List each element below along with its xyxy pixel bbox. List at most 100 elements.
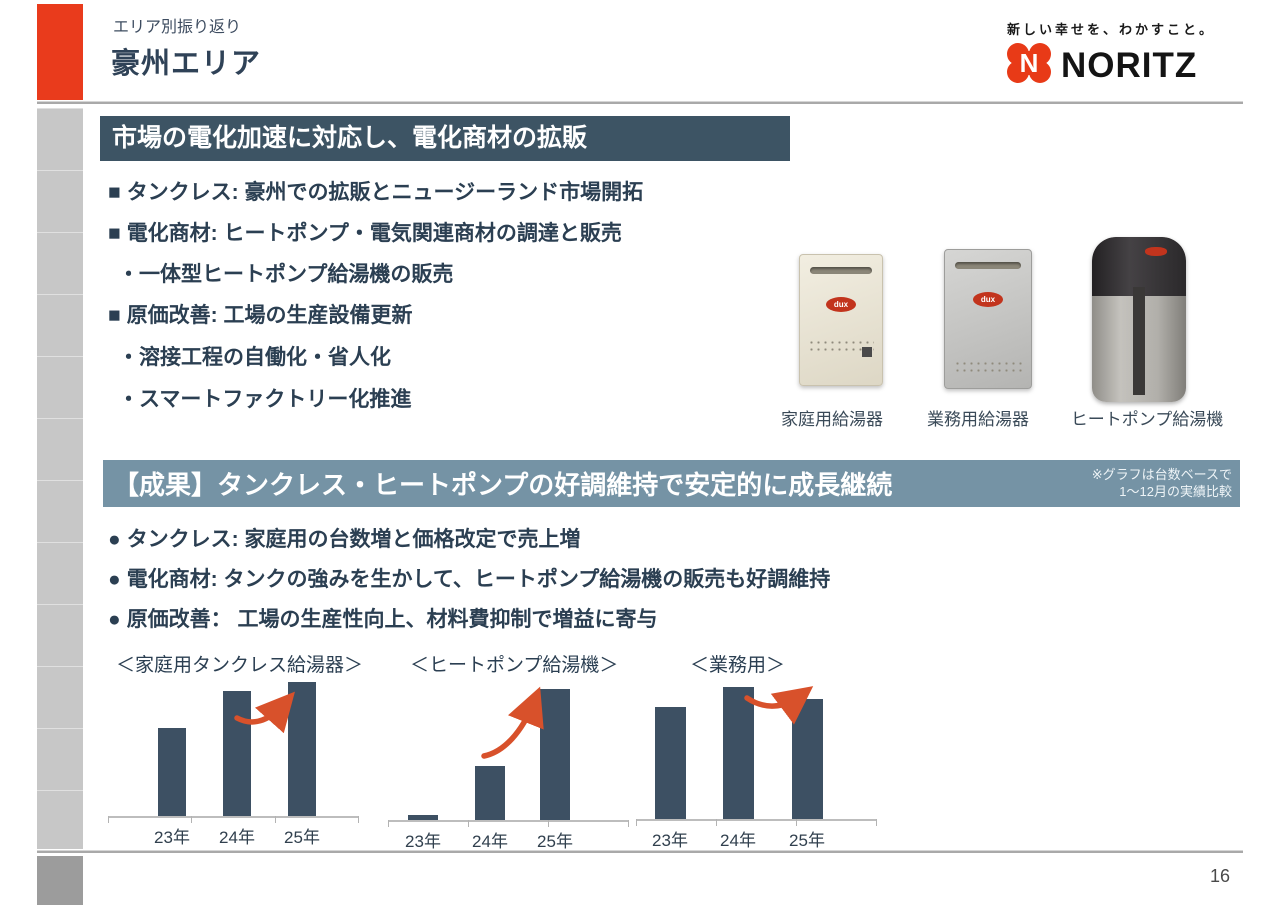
category-label: 25年 [284, 828, 320, 847]
commercial-heater-body: dux [944, 249, 1032, 389]
section2-header-text: 【成果】タンクレス・ヒートポンプの好調維持で安定的に成長継続 [113, 470, 893, 500]
bar [655, 706, 686, 819]
section2-bullet-electrification: ● 電化商材: タンクの強みを生かして、ヒートポンプ給湯機の販売も好調維持 [108, 563, 830, 593]
heat-pump-cylinder [1092, 237, 1186, 402]
dot-bullet-icon: ・ [118, 346, 139, 369]
category-label: 23年 [405, 832, 441, 851]
x-axis [388, 820, 628, 822]
axis-tick [636, 819, 637, 826]
axis-tick [274, 816, 276, 823]
bar [475, 766, 505, 820]
accent-red-block [37, 4, 83, 100]
growth-arrow-icon [234, 691, 295, 734]
section1-subbullet-smart-factory: ・スマートファクトリー化推進 [118, 383, 411, 413]
category-label: 25年 [789, 831, 825, 850]
product-image-domestic-water-heater: dux [799, 254, 883, 386]
square-bullet-icon: ■ [108, 222, 121, 245]
bullet-text: タンクレス: 豪州での拡販とニュージーランド市場開拓 [126, 181, 644, 204]
product-image-heat-pump-unit [1092, 237, 1186, 402]
bullet-text: 溶接工程の自働化・省人化 [139, 346, 391, 369]
category-label: 25年 [537, 832, 573, 851]
heat-pump-stripe [1133, 286, 1145, 396]
bottom-divider [37, 850, 1243, 853]
bullet-text: タンクレス: 家庭用の台数増と価格改定で売上増 [126, 528, 581, 551]
product-image-commercial-water-heater: dux [944, 249, 1032, 389]
noritz-logo-icon: N [1005, 42, 1053, 89]
square-bullet-icon: ■ [108, 304, 121, 327]
chart-heat-pump: ＜ヒートポンプ給湯機＞ 23年 24年 25年 [388, 648, 629, 851]
chart-title: ＜ヒートポンプ給湯機＞ [410, 655, 619, 676]
section1-bullet-cost-improvement: ■ 原価改善: 工場の生産設備更新 [108, 299, 413, 329]
dux-logo: dux [973, 292, 1003, 307]
circle-bullet-icon: ● [108, 528, 121, 551]
heater-panel [862, 347, 872, 357]
chart-title: ＜業務用＞ [690, 655, 786, 676]
x-axis [636, 819, 876, 821]
product-label-domestic: 家庭用給湯器 [781, 410, 883, 429]
bullet-text: スマートファクトリー化推進 [139, 388, 412, 411]
bar [723, 687, 754, 819]
top-divider [37, 101, 1243, 104]
axis-tick [795, 819, 797, 826]
bar [408, 814, 438, 820]
section1-header: 市場の電化加速に対応し、電化商材の拡販 [100, 116, 790, 161]
noritz-logo: N NORITZ [1005, 42, 1197, 89]
product-label-commercial: 業務用給湯器 [927, 410, 1029, 429]
category-label: 24年 [472, 832, 508, 851]
circle-bullet-icon: ● [108, 568, 121, 591]
slide-eyebrow: エリア別振り返り [113, 19, 242, 36]
section2-bullet-tankless: ● タンクレス: 家庭用の台数増と価格改定で売上増 [108, 523, 581, 553]
axis-tick [876, 819, 877, 826]
section1-subbullet-heatpump-sales: ・一体型ヒートポンプ給湯機の販売 [118, 258, 453, 288]
heater-vent [955, 262, 1021, 269]
category-label: 23年 [652, 831, 688, 850]
x-axis [108, 816, 358, 818]
dux-logo [1144, 247, 1167, 256]
axis-tick [388, 820, 389, 827]
axis-tick [547, 820, 549, 827]
graph-note-line2: 1～12月の実績比較 [1119, 483, 1232, 499]
axis-tick [628, 820, 629, 827]
chart-domestic-tankless: ＜家庭用タンクレス給湯器＞ 23年 24年 25年 [108, 648, 363, 848]
bar [223, 691, 251, 816]
bullet-text: 原価改善: 工場の生産設備更新 [126, 304, 413, 327]
category-label: 24年 [720, 831, 756, 850]
section1-bullet-electrification: ■ 電化商材: ヒートポンプ・電気関連商材の調達と販売 [108, 217, 622, 247]
domestic-heater-body: dux [799, 254, 883, 386]
growth-arrow-icon [481, 686, 544, 759]
heater-dots [808, 339, 874, 353]
section2-bullet-cost-improvement: ● 原価改善： 工場の生産性向上、材料費抑制で増益に寄与 [108, 603, 658, 633]
sidebar-gray-rail [37, 108, 83, 849]
bar [158, 727, 186, 816]
graph-note-line1: ※グラフは台数ベースで [1091, 466, 1232, 482]
bullet-text: 電化商材: ヒートポンプ・電気関連商材の調達と販売 [126, 222, 622, 245]
axis-tick [191, 816, 193, 823]
axis-tick [108, 816, 109, 823]
dot-bullet-icon: ・ [118, 263, 139, 286]
section1-bullet-tankless: ■ タンクレス: 豪州での拡販とニュージーランド市場開拓 [108, 176, 643, 206]
bullet-text: 原価改善： 工場の生産性向上、材料費抑制で増益に寄与 [126, 608, 658, 631]
circle-bullet-icon: ● [108, 608, 121, 631]
bar [540, 689, 570, 820]
category-label: 24年 [219, 828, 255, 847]
graph-note: ※グラフは台数ベースで 1～12月の実績比較 [1092, 467, 1240, 501]
brand-tagline: 新しい幸せを、わかすこと。 [1007, 22, 1216, 37]
bullet-text: 一体型ヒートポンプ給湯機の販売 [139, 263, 454, 286]
product-label-heat-pump: ヒートポンプ給湯機 [1070, 410, 1224, 429]
axis-tick [467, 820, 469, 827]
page-title: 豪州エリア [111, 48, 262, 80]
section1-subbullet-welding: ・溶接工程の自働化・省人化 [118, 341, 391, 371]
svg-text:N: N [1020, 48, 1039, 78]
square-bullet-icon: ■ [108, 181, 121, 204]
dot-bullet-icon: ・ [118, 388, 139, 411]
axis-tick [358, 816, 359, 823]
section2-header: 【成果】タンクレス・ヒートポンプの好調維持で安定的に成長継続 ※グラフは台数ベー… [103, 460, 1240, 507]
noritz-logo-text: NORITZ [1061, 45, 1198, 85]
chart-title: ＜家庭用タンクレス給湯器＞ [116, 655, 364, 676]
bullet-text: 電化商材: タンクの強みを生かして、ヒートポンプ給湯機の販売も好調維持 [126, 568, 831, 591]
axis-tick [715, 819, 717, 826]
heater-dots [953, 360, 1023, 374]
dux-logo: dux [826, 297, 856, 312]
bottom-gray-block [37, 856, 83, 905]
